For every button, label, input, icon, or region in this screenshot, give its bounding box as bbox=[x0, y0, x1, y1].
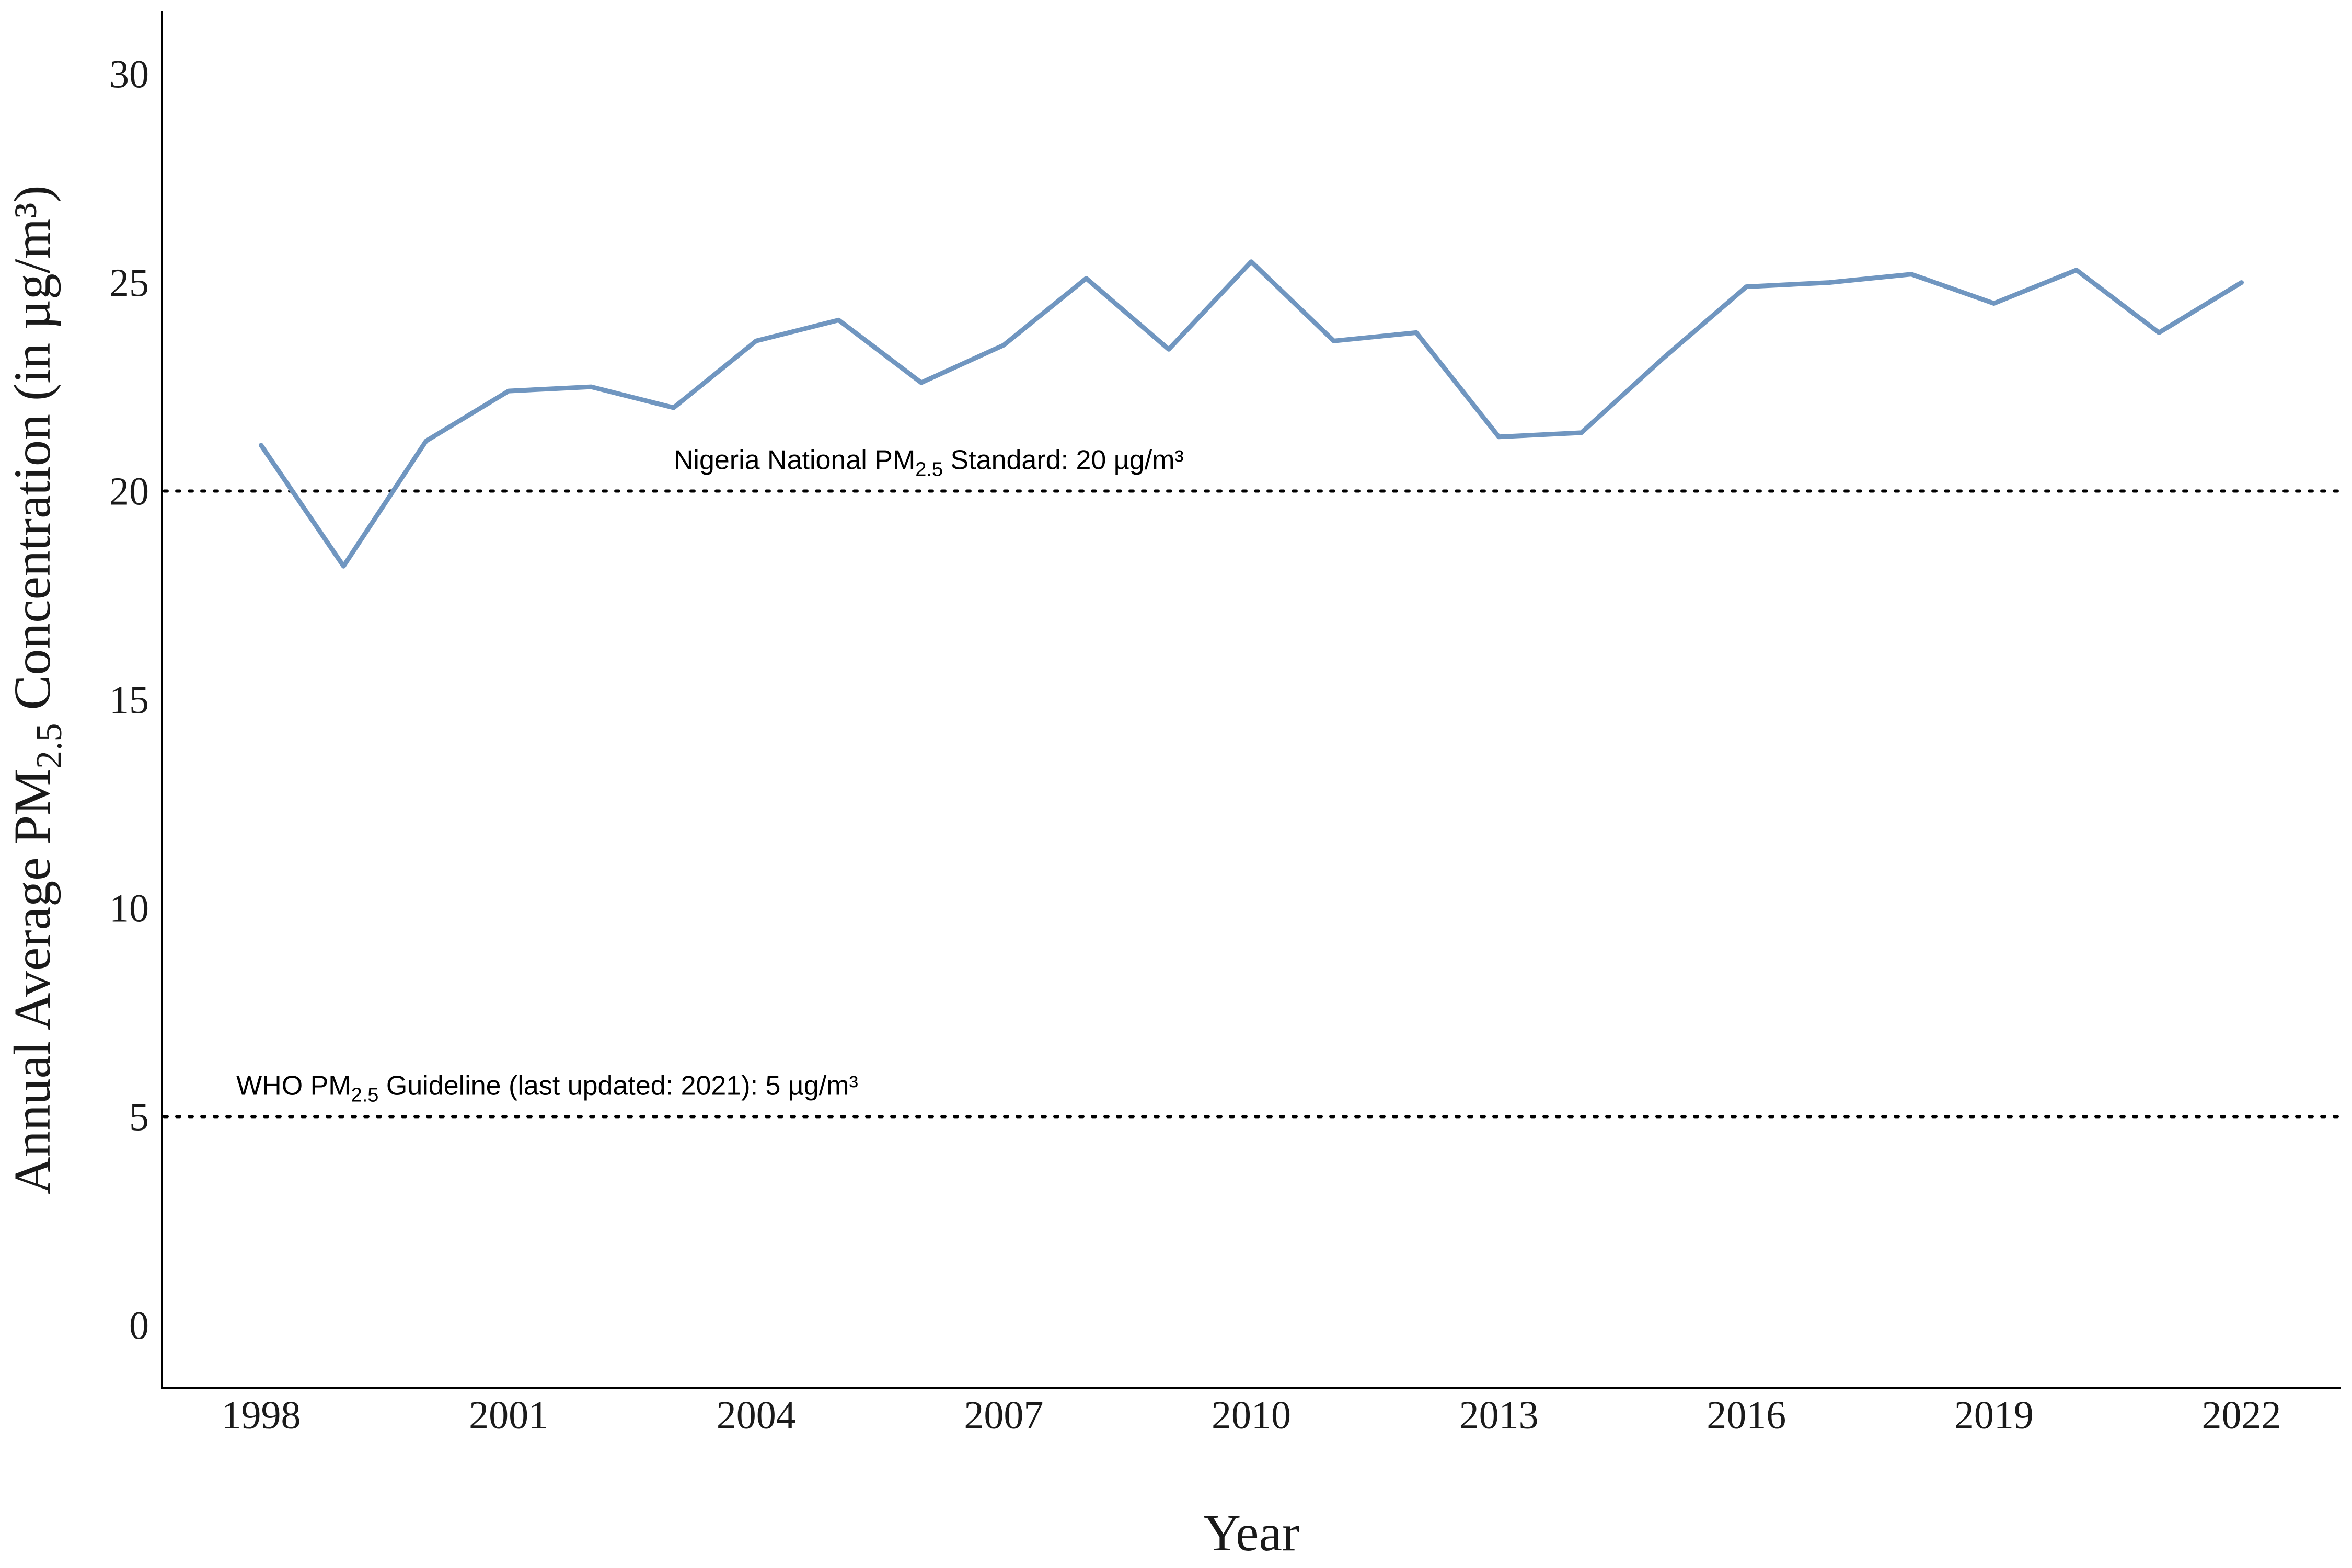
reference-label-subscript: 2.5 bbox=[915, 459, 943, 481]
x-tick-label-2022: 2022 bbox=[2202, 1393, 2281, 1437]
reference-label-text: WHO PM bbox=[236, 1070, 351, 1101]
series-layer bbox=[259, 259, 2244, 569]
y-axis-title-part-1: Annual Average PM bbox=[3, 769, 61, 1195]
reference-label-5: WHO PM2.5 Guideline (last updated: 2021)… bbox=[236, 1070, 858, 1106]
x-axis-title: Year bbox=[1203, 1504, 1299, 1562]
reference-lines: Nigeria National PM2.5 Standard: 20 µg/m… bbox=[163, 445, 2342, 1119]
x-tick-label-2010: 2010 bbox=[1212, 1393, 1291, 1437]
x-tick-label-2007: 2007 bbox=[964, 1393, 1043, 1437]
x-tick-label-2019: 2019 bbox=[1954, 1393, 2034, 1437]
x-tick-label-2013: 2013 bbox=[1459, 1393, 1539, 1437]
x-tick-label-2016: 2016 bbox=[1707, 1393, 1786, 1437]
y-tick-label-5: 5 bbox=[129, 1095, 149, 1139]
y-tick-label-20: 20 bbox=[109, 470, 149, 514]
y-tick-labels: 0 5 10 15 20 25 30 bbox=[109, 53, 149, 1348]
y-axis-title-subscript: 2.5 bbox=[29, 723, 70, 769]
reference-label-text: Guideline (last updated: 2021): 5 µg/m³ bbox=[378, 1070, 858, 1101]
x-tick-label-2004: 2004 bbox=[717, 1393, 796, 1437]
y-axis-title-part-2: Concentration (in µg/m³) bbox=[3, 185, 61, 723]
reference-label-text: Nigeria National PM bbox=[674, 445, 915, 476]
reference-label-20: Nigeria National PM2.5 Standard: 20 µg/m… bbox=[674, 445, 1184, 481]
series-line-0 bbox=[259, 259, 2244, 569]
x-tick-label-2001: 2001 bbox=[469, 1393, 548, 1437]
reference-label-text: Standard: 20 µg/m³ bbox=[943, 445, 1184, 476]
y-tick-label-15: 15 bbox=[109, 678, 149, 722]
y-tick-label-30: 30 bbox=[109, 53, 149, 97]
x-tick-labels: 1998 2001 2004 2007 2010 2013 2016 2019 2022 bbox=[221, 1393, 2281, 1437]
y-tick-label-10: 10 bbox=[109, 886, 149, 930]
x-tick-label-1998: 1998 bbox=[221, 1393, 301, 1437]
y-tick-label-0: 0 bbox=[129, 1304, 149, 1347]
y-axis-title: Annual Average PM2.5 Concentration (in µ… bbox=[3, 185, 70, 1194]
y-tick-label-25: 25 bbox=[109, 261, 149, 305]
reference-label-subscript: 2.5 bbox=[351, 1084, 379, 1106]
